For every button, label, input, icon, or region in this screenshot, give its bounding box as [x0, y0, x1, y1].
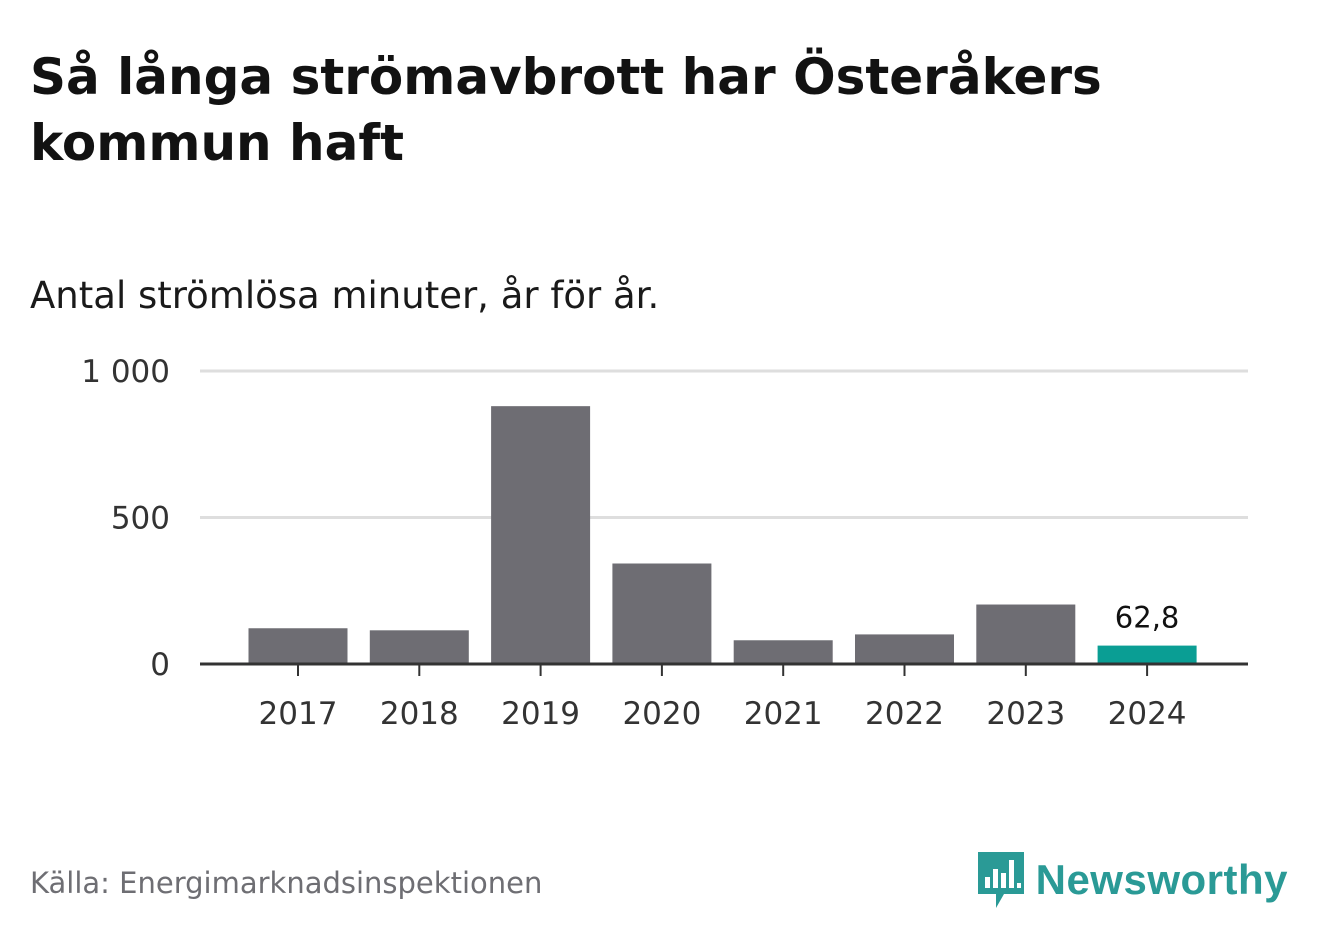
bars	[248, 406, 1197, 664]
x-tick-label: 2018	[380, 696, 459, 732]
y-tick-label: 1 000	[81, 354, 170, 390]
bar-2024	[1097, 645, 1197, 664]
source-note: Källa: Energimarknadsinspektionen	[30, 866, 543, 900]
x-axis-ticks: 2017 2018 2019 2020 2021 2022 2023 2024	[259, 664, 1187, 732]
newsworthy-logo-icon	[977, 852, 1024, 908]
data-labels: 62,8	[1115, 601, 1180, 635]
x-tick-label: 2021	[744, 696, 823, 732]
x-tick-label: 2019	[501, 696, 580, 732]
x-tick-label: 2017	[259, 696, 338, 732]
x-tick-label: 2020	[622, 696, 701, 732]
y-axis-tick-labels: 0 500 1 000	[81, 354, 170, 683]
x-tick-label: 2024	[1108, 696, 1187, 732]
brand-name: Newsworthy	[1035, 856, 1288, 903]
data-label: 62,8	[1115, 601, 1180, 635]
bar-2017	[248, 628, 348, 664]
x-tick-label: 2022	[865, 696, 944, 732]
x-tick-label: 2023	[986, 696, 1065, 732]
brand-logo: Newsworthy	[976, 850, 1288, 910]
bar-2023	[976, 604, 1076, 664]
bar-2019	[491, 406, 591, 664]
bar-2020	[612, 563, 712, 664]
bar-2018	[369, 630, 469, 664]
y-tick-label: 0	[150, 647, 170, 683]
chart-title: Så långa strömavbrott har Österåkers kom…	[30, 48, 1102, 172]
bar-2021	[733, 640, 833, 664]
gridlines	[200, 369, 1248, 519]
chart-subtitle: Antal strömlösa minuter, år för år.	[30, 274, 660, 317]
y-tick-label: 500	[111, 501, 170, 537]
bar-2022	[855, 634, 954, 664]
